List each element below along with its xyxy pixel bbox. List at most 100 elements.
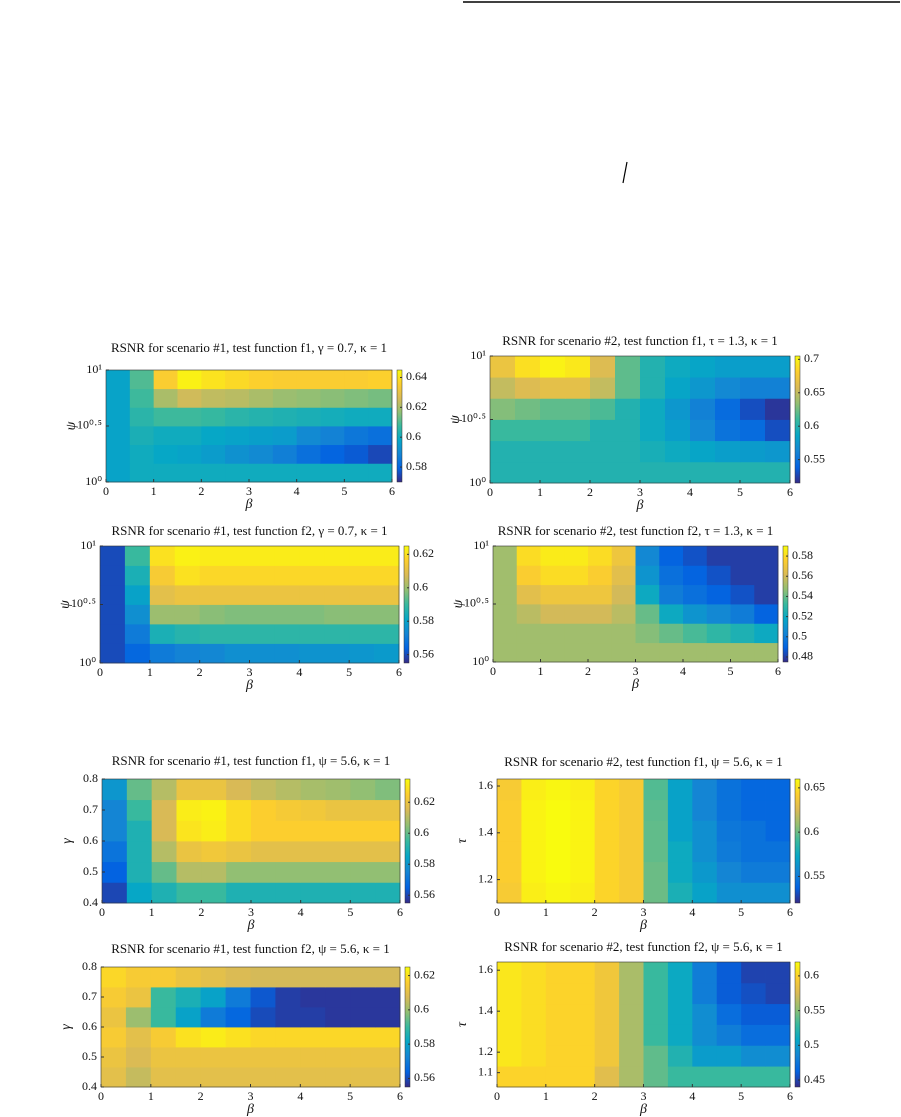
heat-cell bbox=[493, 546, 518, 566]
heat-cell bbox=[272, 444, 298, 464]
x-tick-label: 1 bbox=[538, 664, 544, 678]
heat-cell bbox=[497, 962, 522, 984]
chart-title: RSNR for scenario #1, test function f1, … bbox=[112, 753, 390, 768]
heat-cell bbox=[368, 463, 393, 483]
heat-cell bbox=[296, 370, 321, 390]
heat-cell bbox=[570, 820, 596, 842]
slash bbox=[622, 161, 628, 184]
heat-cell bbox=[765, 882, 791, 904]
heat-cell bbox=[272, 407, 298, 427]
heat-cell bbox=[741, 962, 766, 984]
heat-cell bbox=[765, 377, 791, 399]
heat-cell bbox=[643, 1003, 669, 1025]
heat-cell bbox=[201, 407, 226, 427]
heat-cell bbox=[368, 444, 393, 464]
heat-cell bbox=[151, 861, 177, 883]
heat-cell bbox=[715, 377, 741, 399]
heat-cell bbox=[588, 546, 613, 566]
heat-cell bbox=[200, 967, 226, 988]
colorbar-tick-label: 0.65 bbox=[804, 780, 825, 794]
heat-cell bbox=[716, 1024, 742, 1046]
y-axis-label: ψ bbox=[58, 600, 73, 609]
heat-cell bbox=[129, 463, 155, 483]
heat-cell bbox=[226, 841, 252, 863]
heat-cell bbox=[124, 643, 151, 664]
heat-cell bbox=[706, 565, 731, 586]
heat-cell bbox=[349, 546, 375, 566]
heat-cell bbox=[741, 982, 766, 1005]
heat-cell bbox=[765, 1066, 791, 1088]
x-tick-label: 2 bbox=[587, 485, 593, 499]
heat-cell bbox=[545, 1024, 571, 1046]
y-tick-label: 1.4 bbox=[478, 825, 493, 839]
heat-cell bbox=[643, 861, 669, 883]
heat-cell bbox=[570, 861, 596, 883]
heat-cell bbox=[350, 861, 376, 883]
heat-cell bbox=[594, 1003, 620, 1025]
heat-cell bbox=[497, 820, 522, 842]
heat-cell bbox=[588, 604, 613, 624]
heat-cell bbox=[615, 440, 641, 463]
heat-cell bbox=[149, 546, 176, 566]
heat-cell bbox=[320, 370, 345, 390]
heat-cell bbox=[545, 1066, 571, 1088]
heat-cell bbox=[126, 882, 153, 904]
colorbar bbox=[782, 545, 789, 663]
x-tick-label: 0 bbox=[103, 484, 109, 498]
heat-cell bbox=[296, 463, 321, 483]
heat-cell bbox=[125, 987, 152, 1008]
heat-cell bbox=[594, 962, 620, 984]
heat-cell bbox=[515, 398, 541, 420]
heat-cell bbox=[225, 1027, 251, 1048]
heat-cell bbox=[540, 356, 566, 378]
heat-cell bbox=[692, 1066, 718, 1088]
heat-cell bbox=[272, 463, 298, 483]
heat-cell bbox=[594, 1066, 620, 1088]
x-tick-label: 1 bbox=[543, 905, 549, 919]
heat-cell bbox=[716, 982, 742, 1005]
y-tick-label: 10¹ bbox=[473, 538, 489, 552]
heat-cell bbox=[101, 1067, 127, 1088]
heat-cell bbox=[224, 565, 250, 586]
heat-cell bbox=[199, 565, 225, 586]
colorbar-tick-label: 0.62 bbox=[413, 546, 434, 560]
colorbar-tick-label: 0.64 bbox=[406, 369, 427, 383]
heat-cell bbox=[635, 584, 660, 605]
heat-cell bbox=[299, 643, 325, 664]
heat-cell bbox=[545, 982, 571, 1005]
colorbar-tick-label: 0.58 bbox=[413, 613, 434, 627]
heat-cell bbox=[249, 388, 274, 408]
colorbar-tick-label: 0.45 bbox=[804, 1072, 825, 1086]
heat-cell bbox=[275, 1007, 301, 1028]
heat-cell bbox=[100, 604, 126, 625]
heat-cell bbox=[615, 419, 641, 442]
colorbar-tick-label: 0.65 bbox=[804, 385, 825, 399]
heat-cell bbox=[177, 370, 202, 390]
heat-cell bbox=[590, 440, 616, 463]
heat-cell bbox=[640, 398, 666, 420]
heat-cell bbox=[300, 799, 326, 821]
heat-cell bbox=[150, 1047, 177, 1068]
heat-cell bbox=[765, 861, 791, 883]
heat-cell bbox=[300, 1027, 326, 1048]
heat-cell bbox=[765, 419, 791, 442]
colorbar bbox=[396, 369, 403, 483]
x-tick-label: 0 bbox=[99, 905, 105, 919]
x-tick-label: 2 bbox=[198, 1089, 204, 1103]
heat-cell bbox=[692, 1045, 718, 1067]
heat-cell bbox=[320, 407, 345, 427]
heat-cell bbox=[692, 982, 718, 1005]
heat-cell bbox=[300, 861, 326, 883]
heat-cell bbox=[497, 779, 522, 801]
heat-cell bbox=[765, 440, 791, 463]
heat-cell bbox=[665, 419, 691, 442]
heat-cell bbox=[350, 779, 376, 801]
heat-cell bbox=[619, 861, 644, 883]
heat-cell bbox=[344, 444, 369, 464]
heat-cell bbox=[274, 565, 300, 586]
heat-cell bbox=[690, 356, 716, 378]
heat-cell bbox=[149, 585, 176, 605]
heat-cell bbox=[375, 861, 401, 883]
heat-cell bbox=[176, 820, 202, 842]
heat-cell bbox=[325, 820, 351, 842]
